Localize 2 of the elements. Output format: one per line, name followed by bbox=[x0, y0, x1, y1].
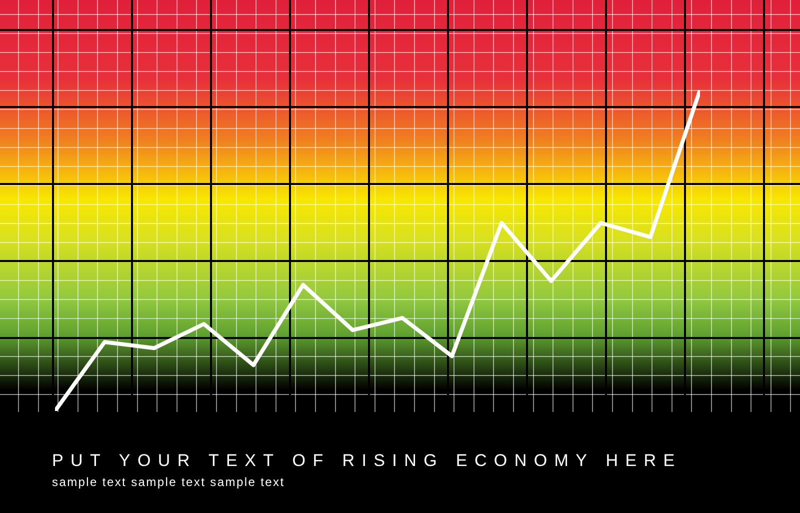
text: PUT YOUR TEXT OF RISING ECONOMY HERE bbox=[52, 451, 682, 471]
text: sample text sample text sample text bbox=[52, 475, 285, 489]
